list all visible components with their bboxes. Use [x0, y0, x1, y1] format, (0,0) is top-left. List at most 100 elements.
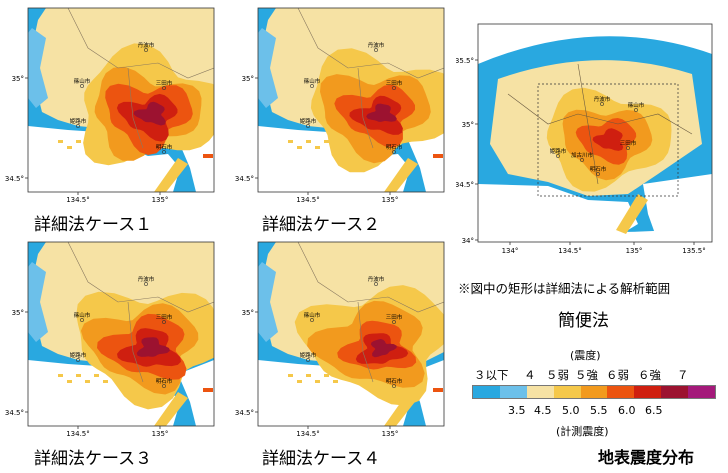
- coastal-zone: [433, 154, 443, 158]
- city-marker: [392, 384, 396, 388]
- city-marker: [144, 48, 148, 52]
- lat-tick-label: 34.5°: [5, 175, 24, 183]
- lon-tick-label: 134.5°: [296, 196, 320, 204]
- island: [324, 374, 329, 377]
- prefecture-border: [127, 67, 144, 149]
- legend-intensity-label: ４: [524, 368, 536, 382]
- lat-tick-label: 35°: [242, 75, 254, 83]
- legend-subtitle: (計測震度): [556, 425, 609, 438]
- city-label: 姫路市: [550, 147, 567, 155]
- lon-tick-label: 135°: [382, 196, 399, 204]
- island: [94, 140, 99, 143]
- map-frame: [257, 241, 445, 427]
- legend-value-label: 3.5: [508, 404, 526, 417]
- legend-value-label: 5.5: [590, 404, 608, 417]
- city-marker: [80, 84, 84, 88]
- island: [103, 380, 108, 383]
- city-marker: [162, 150, 166, 154]
- lat-tick-label: 35°: [12, 309, 24, 317]
- island: [306, 140, 311, 143]
- prefecture-border: [507, 93, 693, 135]
- caption-case4: 詳細法ケース４: [262, 449, 381, 469]
- intensity-zone-7: [136, 337, 170, 357]
- legend-intensity-label: ３以下: [474, 368, 509, 382]
- city-label: 丹波市: [368, 41, 385, 49]
- lon-tick-label: 135°: [382, 430, 399, 438]
- city-label: 篠山市: [304, 77, 321, 85]
- caption-case3: 詳細法ケース３: [34, 449, 153, 469]
- intensity-zone-7: [370, 339, 397, 358]
- city-label: 丹波市: [368, 275, 385, 283]
- city-marker: [596, 172, 600, 176]
- coastal-zone: [433, 388, 443, 392]
- legend-swatch: [688, 386, 716, 398]
- city-marker: [626, 146, 630, 150]
- analysis-range-rectangle: [537, 83, 679, 197]
- island: [288, 140, 293, 143]
- lat-tick-label: 34°: [462, 237, 474, 245]
- city-label: 姫路市: [300, 351, 317, 359]
- legend-swatch: [661, 386, 689, 398]
- island: [306, 374, 311, 377]
- coastal-zone: [203, 154, 213, 158]
- city-marker: [392, 150, 396, 154]
- inland-sea: [478, 184, 638, 242]
- lat-tick-label: 34.5°: [5, 409, 24, 417]
- legend-intensity-label: ７: [677, 368, 689, 382]
- intensity-zone-7: [366, 103, 397, 122]
- osaka-bay: [643, 174, 712, 242]
- city-label: 明石市: [156, 143, 173, 151]
- inland-sea: [258, 126, 410, 192]
- inland-sea: [28, 360, 180, 426]
- city-label: 姫路市: [70, 351, 87, 359]
- island: [324, 140, 329, 143]
- coastal-zone: [203, 388, 213, 392]
- caption-simple: 簡便法: [558, 311, 609, 331]
- map-panel-case4: 35° 34.5° 134.5° 135° 丹波市 篠山市 三田市 姫路市 明石市: [232, 238, 450, 440]
- island: [315, 146, 320, 149]
- caption-case1: 詳細法ケース１: [34, 215, 153, 235]
- intensity-zone-4: [28, 262, 48, 342]
- lon-tick-label: 134.5°: [558, 247, 582, 255]
- analysis-range-note: ※図中の矩形は詳細法による解析範囲: [458, 281, 671, 296]
- city-label: 篠山市: [74, 311, 91, 319]
- city-marker: [634, 108, 638, 112]
- prefecture-border: [297, 8, 444, 79]
- island: [58, 140, 63, 143]
- prefecture-border: [297, 242, 444, 313]
- city-marker: [162, 86, 166, 90]
- legend-value-label: 6.5: [645, 404, 663, 417]
- city-label: 丹波市: [138, 275, 155, 283]
- city-label: 丹波市: [138, 41, 155, 49]
- prefecture-border: [577, 63, 599, 185]
- city-marker: [162, 320, 166, 324]
- legend-swatch: [526, 386, 554, 398]
- city-label: 三田市: [156, 79, 173, 87]
- map-panel-case1: 35° 34.5° 134.5° 135° 丹波市 篠山市 三田市 姫路市 明石市: [2, 4, 220, 206]
- osaka-bay: [408, 126, 444, 192]
- lat-tick-label: 34.5°: [235, 409, 254, 417]
- lat-tick-label: 35.5°: [456, 57, 474, 65]
- map-panel-case2: 35° 34.5° 134.5° 135° 丹波市 篠山市 三田市 姫路市 明石市: [232, 4, 450, 206]
- city-label: 丹波市: [594, 95, 611, 103]
- lon-tick-label: 135.5°: [682, 247, 706, 255]
- city-label: 三田市: [156, 313, 173, 321]
- map-panel-case3: 35° 34.5° 134.5° 135° 丹波市 篠山市 三田市 姫路市 明石市: [2, 238, 220, 440]
- island: [333, 146, 338, 149]
- legend-swatch: [607, 386, 635, 398]
- lat-tick-label: 35°: [462, 121, 474, 129]
- caption-case2: 詳細法ケース２: [262, 215, 381, 235]
- city-marker: [392, 320, 396, 324]
- inland-sea: [258, 360, 410, 426]
- osaka-bay: [178, 360, 214, 426]
- lon-tick-label: 134.5°: [66, 430, 90, 438]
- city-label: 明石市: [156, 377, 173, 385]
- legend-value-label: 6.0: [618, 404, 636, 417]
- city-label: 明石市: [590, 165, 607, 173]
- city-label: 三田市: [620, 139, 637, 147]
- city-label: 篠山市: [304, 311, 321, 319]
- legend-swatch: [473, 386, 500, 398]
- city-marker: [580, 158, 584, 162]
- island: [333, 380, 338, 383]
- city-label: 篠山市: [74, 77, 91, 85]
